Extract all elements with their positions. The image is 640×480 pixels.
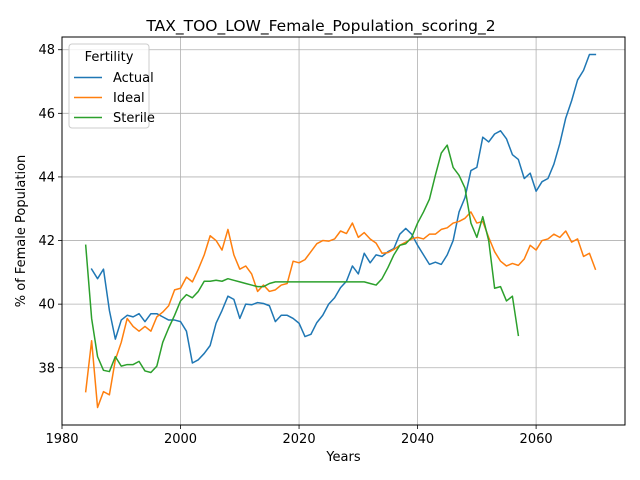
series-line-sterile: [84, 144, 520, 374]
chart-title: TAX_TOO_LOW_Female_Population_scoring_2: [145, 17, 495, 36]
gridlines: [61, 37, 625, 425]
y-axis-ticks: 38 40 42 44 46 48: [38, 43, 62, 376]
y-tick-label: 48: [38, 43, 55, 58]
x-tick-label: 1980: [45, 432, 78, 447]
x-axis-ticks: 1980 2000 2020 2040 2060: [45, 425, 553, 447]
series-line-actual: [90, 53, 597, 364]
y-tick-label: 40: [38, 298, 55, 313]
x-tick-label: 2020: [283, 432, 316, 447]
plot-frame: [61, 36, 626, 426]
y-tick-label: 38: [38, 361, 55, 376]
legend-title: Fertility: [85, 50, 134, 65]
y-tick-label: 42: [38, 234, 55, 249]
legend-label-sterile: Sterile: [113, 111, 155, 126]
x-tick-label: 2040: [401, 432, 434, 447]
legend-label-actual: Actual: [113, 71, 154, 86]
series-line-ideal: [84, 211, 597, 409]
y-axis-label: % of Female Population: [14, 155, 29, 308]
legend-box: [68, 43, 150, 129]
x-axis-label: Years: [325, 450, 361, 465]
y-tick-label: 44: [38, 170, 55, 185]
x-tick-label: 2060: [520, 432, 553, 447]
legend-label-ideal: Ideal: [113, 91, 145, 106]
series-lines: [84, 53, 597, 409]
x-tick-label: 2000: [164, 432, 197, 447]
y-tick-label: 46: [38, 107, 55, 122]
legend: Fertility Actual Ideal Sterile: [68, 43, 155, 129]
